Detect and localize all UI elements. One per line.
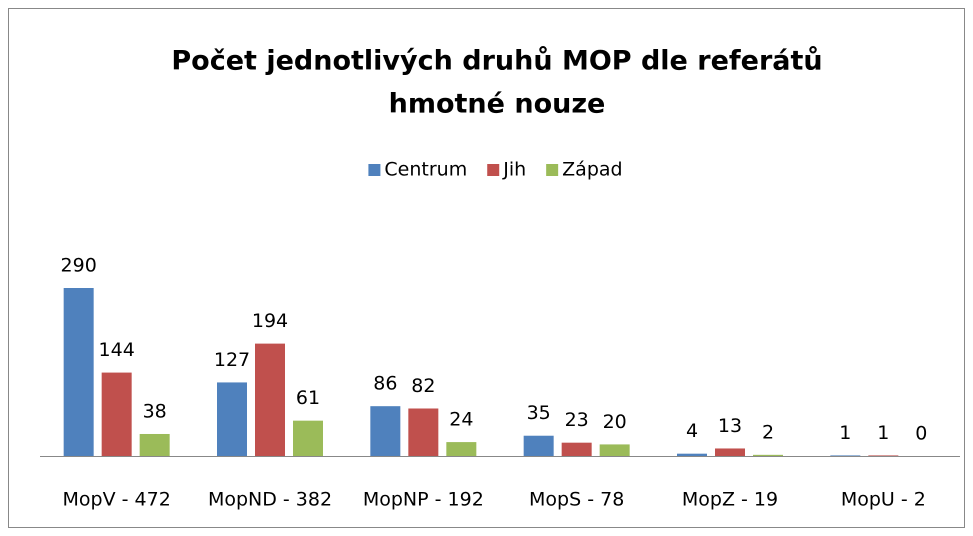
legend-swatch	[368, 164, 381, 176]
x-tick-label: MopU - 2	[841, 489, 926, 511]
bar	[293, 420, 323, 456]
bar	[446, 442, 477, 456]
legend-swatch	[546, 164, 559, 176]
bar	[217, 382, 247, 456]
data-label: 35	[527, 402, 551, 424]
data-label: 24	[449, 409, 473, 431]
bar	[523, 435, 554, 456]
bar	[63, 288, 94, 456]
bar	[830, 455, 861, 456]
data-label: 61	[296, 387, 320, 409]
x-tick-label: MopND - 382	[208, 489, 332, 511]
data-label: 1	[877, 422, 889, 444]
data-label: 82	[411, 375, 435, 397]
data-label: 194	[252, 310, 288, 332]
bar	[715, 448, 745, 456]
bar	[753, 454, 783, 456]
bar	[868, 455, 899, 456]
data-label: 13	[718, 415, 742, 437]
data-label: 127	[214, 349, 250, 371]
data-label: 0	[915, 423, 927, 445]
data-label: 1	[839, 422, 851, 444]
bar	[370, 406, 401, 456]
data-label: 38	[143, 400, 167, 422]
data-label: 2	[762, 421, 774, 443]
chart-title: Počet jednotlivých druhů MOP dle referát…	[171, 46, 822, 77]
x-tick-label: MopNP - 192	[363, 489, 484, 511]
data-label: 290	[61, 255, 97, 277]
chart-title: hmotné nouze	[389, 89, 606, 120]
data-label: 23	[565, 409, 589, 431]
bar	[408, 408, 439, 456]
data-label: 86	[373, 373, 397, 395]
bar	[139, 433, 170, 456]
legend-swatch	[487, 164, 500, 176]
legend-label: Západ	[562, 159, 622, 181]
bar	[255, 343, 285, 456]
data-label: 144	[99, 339, 135, 361]
x-tick-label: MopZ - 19	[682, 489, 778, 511]
legend-label: Centrum	[384, 159, 467, 181]
data-label: 4	[686, 420, 698, 442]
x-tick-label: MopV - 472	[63, 489, 171, 511]
data-label: 20	[603, 411, 627, 433]
bar	[101, 372, 132, 456]
bar	[677, 453, 707, 456]
x-tick-label: MopS - 78	[529, 489, 624, 511]
legend-label: Jih	[502, 159, 526, 181]
bar	[599, 444, 630, 456]
bar	[561, 442, 592, 456]
